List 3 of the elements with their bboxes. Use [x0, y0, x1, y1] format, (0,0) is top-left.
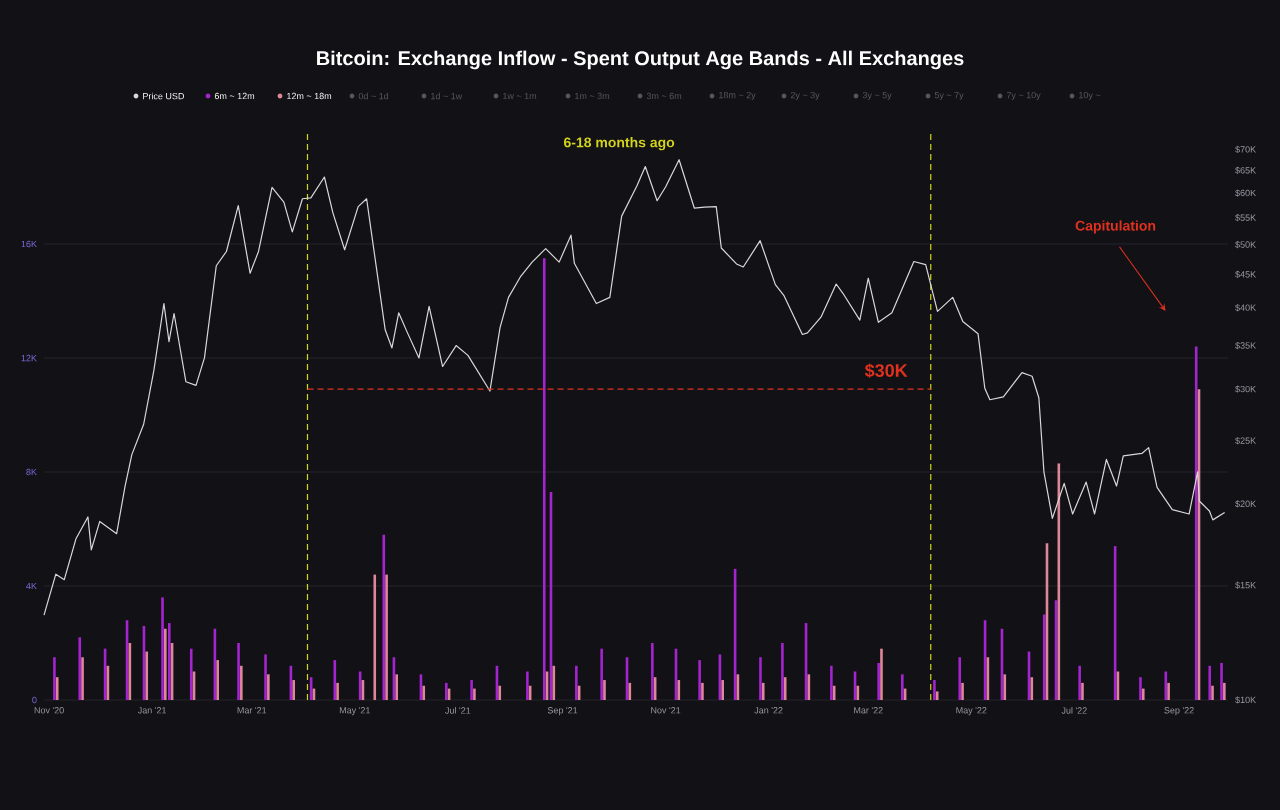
- chart-title: Bitcoin: Exchange Inflow - Spent Output Age Bands - All Exchanges: [317, 50, 964, 70]
- line-series: [43, 159, 1226, 616]
- ref-line-label: $30K: [864, 363, 908, 379]
